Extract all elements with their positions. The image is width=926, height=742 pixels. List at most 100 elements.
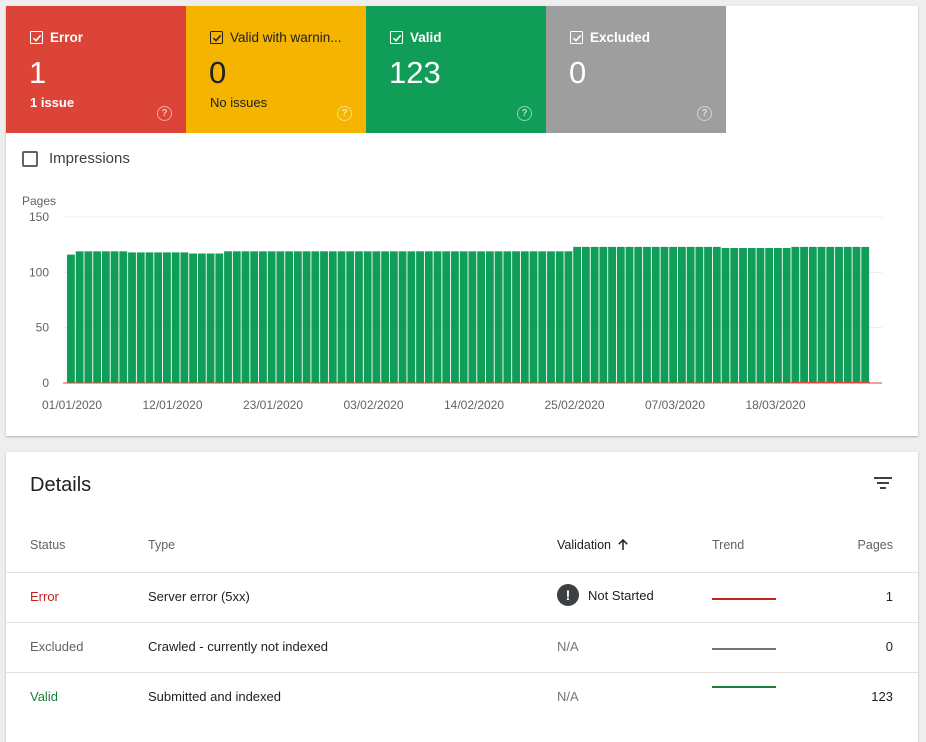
filter-icon[interactable] xyxy=(872,472,894,494)
tile-excluded-count: 0 xyxy=(569,55,587,90)
bar-valid xyxy=(215,253,224,383)
bar-valid xyxy=(547,251,555,383)
bar-error xyxy=(808,381,818,383)
bar-valid xyxy=(75,251,84,383)
bar-valid xyxy=(677,246,686,383)
trend-sparkline xyxy=(712,686,776,688)
checkbox-checked-icon[interactable] xyxy=(30,31,43,44)
bar-valid xyxy=(608,246,616,383)
y-tick-label: 50 xyxy=(36,321,50,335)
bar-valid xyxy=(180,252,189,383)
tile-valid-label: Valid xyxy=(410,30,442,45)
bar-valid xyxy=(494,251,503,383)
bar-valid xyxy=(800,246,809,383)
bar-valid xyxy=(241,251,250,383)
bar-valid xyxy=(485,251,494,383)
bar-valid xyxy=(564,251,573,383)
bar-valid xyxy=(538,251,547,383)
help-icon[interactable]: ? xyxy=(157,106,172,121)
bar-valid xyxy=(704,246,712,383)
bar-valid xyxy=(660,246,669,383)
bar-valid xyxy=(381,251,390,383)
bar-valid xyxy=(634,246,643,383)
bar-valid xyxy=(206,253,215,383)
tile-excluded-header: Excluded xyxy=(570,30,650,45)
bar-valid xyxy=(110,251,119,383)
bar-valid xyxy=(259,251,267,383)
bar-valid xyxy=(773,247,782,383)
bar-error xyxy=(791,381,801,383)
impressions-toggle[interactable]: Impressions xyxy=(22,150,130,167)
summary-tiles: Error 1 1 issue ? Valid with warnin... 0… xyxy=(6,6,726,133)
bar-valid xyxy=(372,251,381,383)
bar-valid xyxy=(747,247,756,383)
tile-error[interactable]: Error 1 1 issue ? xyxy=(6,6,186,133)
tile-valid-header: Valid xyxy=(390,30,442,45)
bar-valid xyxy=(363,251,372,383)
sort-arrow-up-icon[interactable] xyxy=(617,539,629,551)
warning-icon: ! xyxy=(557,584,579,606)
table-row[interactable]: Error Server error (5xx) ! Not Started 1 xyxy=(6,572,918,623)
pages-chart: Pages 0 50 100 150 01/01/2020 12/01/2020 23/01/… xyxy=(22,194,882,412)
col-header-validation[interactable]: Validation xyxy=(557,538,629,552)
checkbox-checked-icon[interactable] xyxy=(570,31,583,44)
bar-valid xyxy=(477,251,486,383)
tile-excluded[interactable]: Excluded 0 ? xyxy=(546,6,726,133)
tile-warning-sub: No issues xyxy=(210,95,268,110)
bar-valid xyxy=(101,251,110,383)
bar-valid xyxy=(67,254,75,383)
bar-valid xyxy=(163,252,171,383)
row-pages: 0 xyxy=(885,639,893,654)
help-icon[interactable]: ? xyxy=(697,106,712,121)
bar-valid xyxy=(442,251,451,383)
help-icon[interactable]: ? xyxy=(337,106,352,121)
col-header-pages[interactable]: Pages xyxy=(857,538,893,552)
bar-valid xyxy=(433,251,442,383)
bar-valid xyxy=(520,251,529,383)
bar-valid xyxy=(861,246,870,383)
bar-valid xyxy=(643,246,651,383)
bar-valid xyxy=(93,251,102,383)
help-icon[interactable]: ? xyxy=(517,106,532,121)
bar-valid xyxy=(136,252,145,383)
bar-valid xyxy=(712,246,721,383)
tile-excluded-label: Excluded xyxy=(590,30,651,45)
tile-valid[interactable]: Valid 123 ? xyxy=(366,6,546,133)
checkbox-checked-icon[interactable] xyxy=(210,31,223,44)
row-validation: ! Not Started xyxy=(557,584,654,606)
table-row[interactable]: Excluded Crawled - currently not indexed… xyxy=(6,622,918,673)
details-card: Details Status Type Validation Trend Pag… xyxy=(6,452,918,742)
x-tick-label: 03/02/2020 xyxy=(343,398,403,412)
bar-error xyxy=(817,381,827,383)
bar-valid xyxy=(224,251,232,383)
checkbox-checked-icon[interactable] xyxy=(390,31,403,44)
tile-valid-count: 123 xyxy=(389,55,441,90)
bar-valid xyxy=(756,247,765,383)
row-type: Server error (5xx) xyxy=(148,589,250,604)
bar-valid xyxy=(826,246,835,383)
x-tick-label: 23/01/2020 xyxy=(243,398,303,412)
col-header-trend[interactable]: Trend xyxy=(712,538,745,552)
bar-valid xyxy=(145,252,154,383)
bar-valid xyxy=(529,251,538,383)
bar-valid xyxy=(311,251,320,383)
bar-valid xyxy=(293,251,302,383)
bar-valid xyxy=(625,246,634,383)
row-pages: 1 xyxy=(885,589,893,604)
col-header-status[interactable]: Status xyxy=(30,538,66,552)
bar-valid xyxy=(276,251,285,383)
bar-valid xyxy=(730,247,739,383)
impressions-checkbox[interactable] xyxy=(22,150,38,167)
bar-valid xyxy=(128,252,136,383)
bar-valid xyxy=(852,246,861,383)
bar-valid xyxy=(503,251,512,383)
x-tick-label: 07/03/2020 xyxy=(645,398,705,412)
col-header-type[interactable]: Type xyxy=(148,538,176,552)
table-row[interactable]: Valid Submitted and indexed N/A 123 xyxy=(6,672,918,723)
tile-valid-warning[interactable]: Valid with warnin... 0 No issues ? xyxy=(186,6,366,133)
trend-sparkline xyxy=(712,648,776,650)
bar-valid xyxy=(416,251,424,383)
row-status: Error xyxy=(30,589,59,604)
bar-valid xyxy=(171,252,180,383)
bar-error xyxy=(843,381,853,383)
